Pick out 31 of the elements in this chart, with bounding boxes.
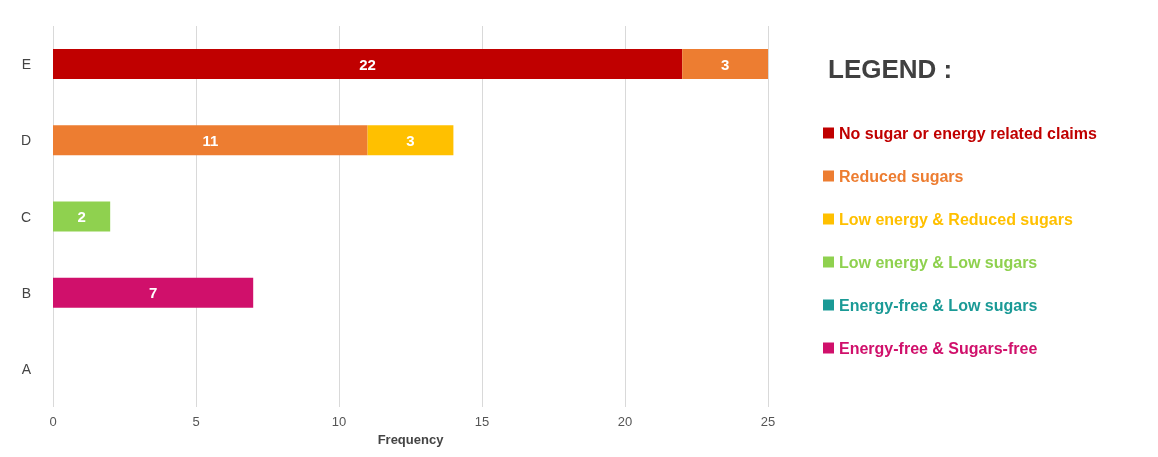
x-tick-label: 10 bbox=[331, 414, 347, 429]
legend-label: Low energy & Low sugars bbox=[839, 253, 1038, 271]
data-label: 2 bbox=[77, 208, 86, 225]
bar bbox=[53, 201, 111, 232]
bar bbox=[53, 125, 368, 156]
x-tick-label: 0 bbox=[49, 414, 57, 429]
data-label: 22 bbox=[359, 55, 376, 73]
data-label: 3 bbox=[406, 131, 415, 149]
y-tick-label: D bbox=[20, 132, 31, 149]
y-tick-label: A bbox=[21, 360, 32, 377]
bar bbox=[367, 125, 454, 156]
legend-label: Energy-free & Sugars-free bbox=[839, 339, 1038, 357]
x-axis-title: Frequency bbox=[377, 432, 445, 447]
legend-label: Reduced sugars bbox=[839, 167, 964, 185]
y-tick-label: B bbox=[21, 284, 31, 301]
bar bbox=[53, 49, 683, 80]
data-label: 11 bbox=[202, 131, 219, 149]
data-label: 7 bbox=[148, 284, 158, 302]
x-tick-label: 25 bbox=[760, 414, 776, 429]
bar bbox=[53, 277, 254, 308]
x-tick-label: 15 bbox=[474, 414, 490, 429]
legend-title: LEGEND : bbox=[828, 54, 953, 84]
x-tick-label: 20 bbox=[617, 414, 633, 429]
legend-label: Energy-free & Low sugars bbox=[839, 296, 1038, 314]
bar bbox=[682, 49, 768, 80]
legend-label: No sugar or energy related claims bbox=[839, 124, 1097, 142]
legend-label: Low energy & Reduced sugars bbox=[839, 210, 1073, 228]
x-tick-label: 5 bbox=[192, 414, 200, 429]
data-label: 3 bbox=[720, 55, 730, 73]
y-tick-label: E bbox=[21, 56, 31, 73]
y-tick-label: C bbox=[20, 208, 31, 225]
